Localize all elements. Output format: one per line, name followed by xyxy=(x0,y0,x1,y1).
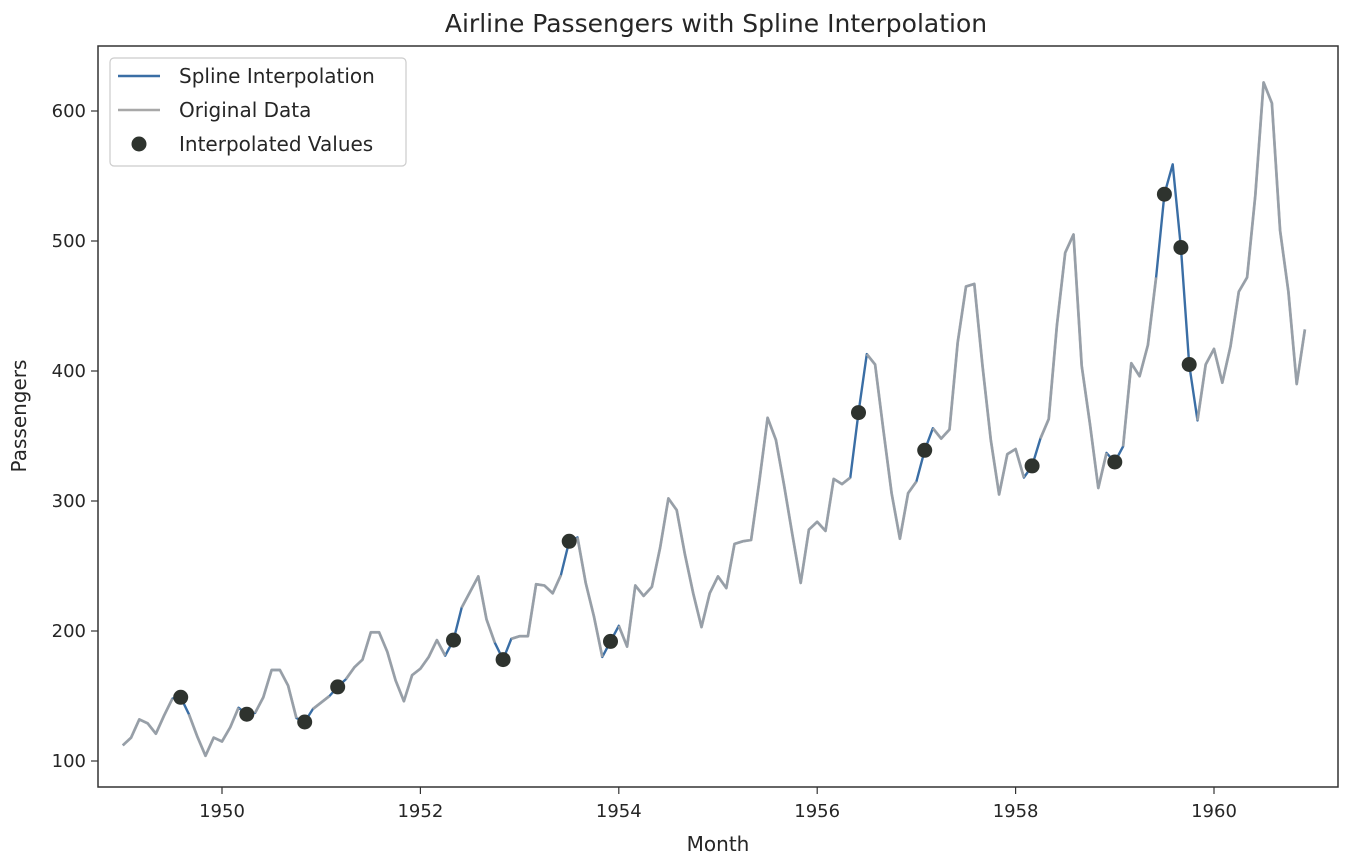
legend-box xyxy=(109,57,407,167)
legend-label-spline: Spline Interpolation xyxy=(179,64,375,88)
interpolated-point xyxy=(1107,454,1123,470)
y-tick-label: 600 xyxy=(52,101,86,122)
legend-label-points: Interpolated Values xyxy=(179,132,373,156)
interpolated-point xyxy=(239,706,255,722)
interpolated-point xyxy=(1181,357,1197,372)
interpolated-point xyxy=(561,533,577,549)
x-tick-label: 1950 xyxy=(199,801,245,822)
series-line-original xyxy=(121,81,1307,758)
legend-points-swatch xyxy=(131,136,147,152)
chart-title: Airline Passengers with Spline Interpola… xyxy=(445,9,987,38)
y-tick-label: 100 xyxy=(52,751,86,772)
y-tick-label: 300 xyxy=(52,491,86,512)
y-tick-label: 400 xyxy=(52,361,86,382)
x-tick-label: 1956 xyxy=(794,801,840,822)
interpolated-point xyxy=(851,405,866,421)
interpolated-point xyxy=(297,714,313,730)
interpolated-point xyxy=(603,633,618,649)
interpolated-point xyxy=(173,689,189,705)
y-tick-label: 200 xyxy=(52,621,86,642)
y-tick-label: 500 xyxy=(52,231,86,252)
plot-area xyxy=(97,45,1339,788)
y-axis: 100 200 300 400 500 600 xyxy=(52,101,98,772)
plot-frame xyxy=(97,45,1339,788)
interpolated-point xyxy=(330,679,346,695)
legend-label-original: Original Data xyxy=(179,98,311,122)
interpolated-point xyxy=(446,632,461,648)
interpolated-point xyxy=(917,442,933,458)
legend: Spline Interpolation Original Data Inter… xyxy=(109,57,407,167)
x-tick-label: 1954 xyxy=(596,801,642,822)
interpolated-point xyxy=(495,652,511,668)
interpolated-point xyxy=(1024,458,1040,474)
x-tick-label: 1952 xyxy=(397,801,443,822)
interpolated-point xyxy=(1173,240,1189,255)
series-line-spline xyxy=(121,81,1307,757)
x-axis: 1950 1952 1954 1956 1958 1960 xyxy=(199,787,1237,822)
x-tick-label: 1960 xyxy=(1191,801,1237,822)
x-tick-label: 1958 xyxy=(993,801,1039,822)
y-axis-label: Passengers xyxy=(7,360,31,473)
interpolated-point xyxy=(1156,186,1172,202)
x-axis-label: Month xyxy=(687,832,750,856)
